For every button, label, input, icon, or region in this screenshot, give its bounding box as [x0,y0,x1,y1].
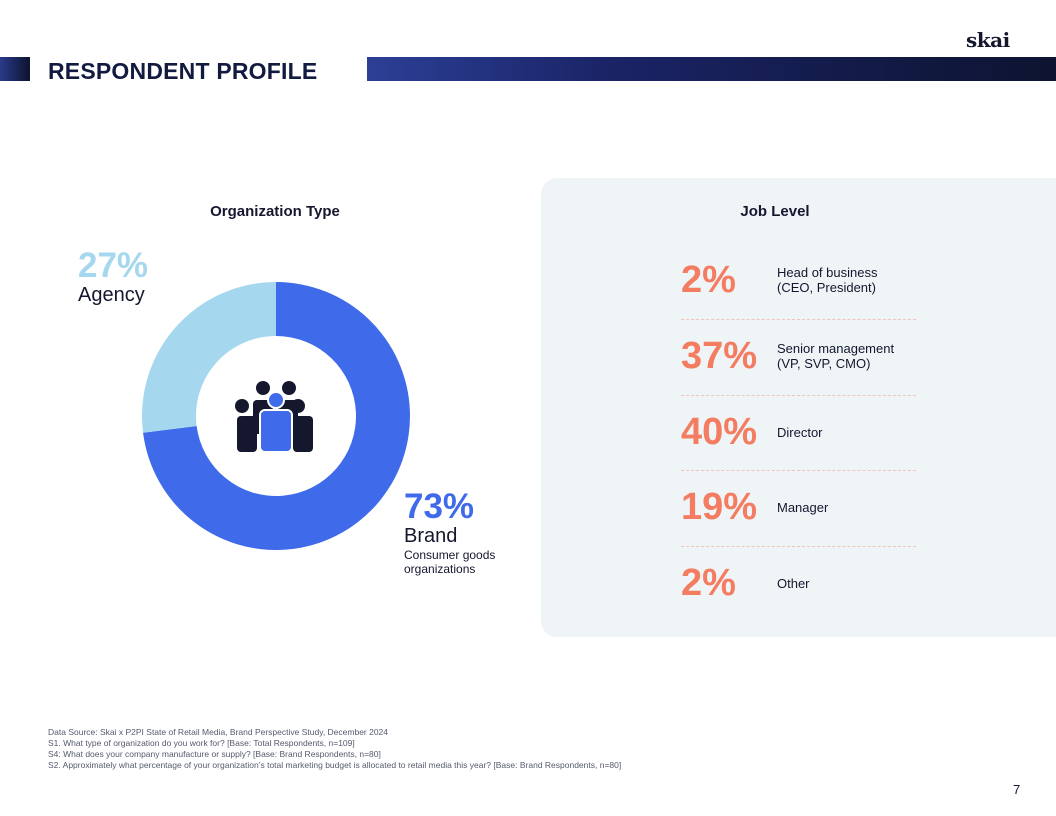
skai-logo: skai [966,28,1010,52]
source-line: S4: What does your company manufacture o… [48,749,381,759]
job-level-percentage: 37% [681,335,758,377]
job-level-row: 37% Senior management (VP, SVP, CMO) [681,331,921,381]
brand-description: Consumer goods organizations [404,548,496,576]
source-line: S2. Approximately what percentage of you… [48,760,622,770]
page-title: RESPONDENT PROFILE [48,58,318,84]
job-level-label: Senior management (VP, SVP, CMO) [777,341,895,371]
job-level-title: Job Level [740,203,810,220]
source-line: S1. What type of organization do you wor… [48,738,355,748]
job-level-percentage: 40% [681,411,758,453]
job-level-label: Director [777,424,823,440]
brand-label: Brand [404,525,458,547]
job-level-percentage: 2% [681,562,736,604]
job-level-percentage: 19% [681,486,758,528]
agency-percentage: 27% [78,246,149,285]
job-level-percentage: 2% [681,259,736,301]
header-bar-right [367,57,1056,81]
job-level-label: Other [777,575,810,591]
donut-slice-agency [142,282,276,433]
organization-type-donut-chart [142,282,411,550]
brand-percentage: 73% [404,487,475,526]
header-bar-left [0,57,30,81]
row-divider [681,395,916,396]
people-group-icon [235,381,313,453]
job-level-label: Manager [777,499,829,515]
row-divider [681,470,916,471]
job-level-row: 2% Other [681,558,921,608]
row-divider [681,546,916,547]
row-divider [681,319,916,320]
job-level-row: 2% Head of business (CEO, President) [681,255,921,305]
job-level-row: 40% Director [681,407,921,457]
data-source-notes: Data Source: Skai x P2PI State of Retail… [48,727,621,771]
page-number: 7 [1013,782,1021,797]
job-level-row: 19% Manager [681,482,921,532]
job-level-label: Head of business (CEO, President) [777,265,878,295]
job-level-panel [541,178,1056,637]
donut-slice-brand [143,282,411,550]
agency-label: Agency [78,284,145,306]
source-line: Data Source: Skai x P2PI State of Retail… [48,727,389,737]
organization-type-title: Organization Type [210,203,340,220]
